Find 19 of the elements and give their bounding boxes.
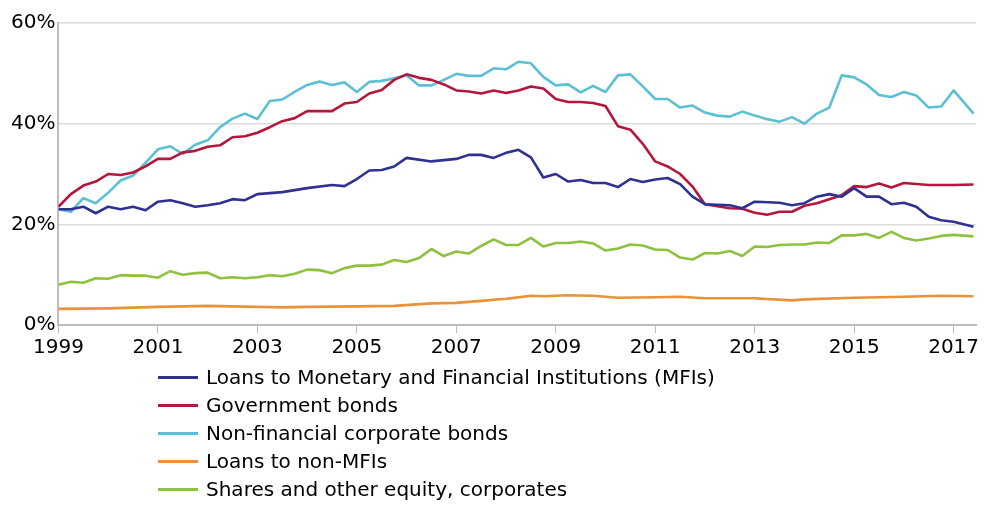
x-tick-label: 2003 — [231, 334, 283, 359]
x-tick-label: 1999 — [33, 334, 84, 359]
legend-label: Non-financial corporate bonds — [206, 420, 509, 447]
y-tick-label: 20% — [11, 210, 56, 235]
y-tick-label: 40% — [11, 109, 56, 134]
legend-label: Government bonds — [206, 392, 398, 419]
y-tick-label: 0% — [23, 311, 56, 336]
legend-label: Loans to Monetary and Financial Institutions (MFIs) — [206, 364, 715, 391]
x-tick-label: 2005 — [331, 334, 383, 359]
x-tick-label: 2001 — [132, 334, 184, 359]
x-tick-label: 2015 — [828, 334, 880, 359]
x-tick-label: 2009 — [530, 334, 582, 359]
x-tick-label: 2017 — [928, 334, 980, 359]
legend-label: Loans to non-MFIs — [206, 448, 388, 475]
legend-label: Shares and other equity, corporates — [206, 476, 568, 503]
y-tick-label: 60% — [11, 9, 56, 34]
x-tick-label: 2013 — [729, 334, 781, 359]
x-tick-label: 2011 — [629, 334, 681, 359]
x-tick-label: 2007 — [430, 334, 482, 359]
